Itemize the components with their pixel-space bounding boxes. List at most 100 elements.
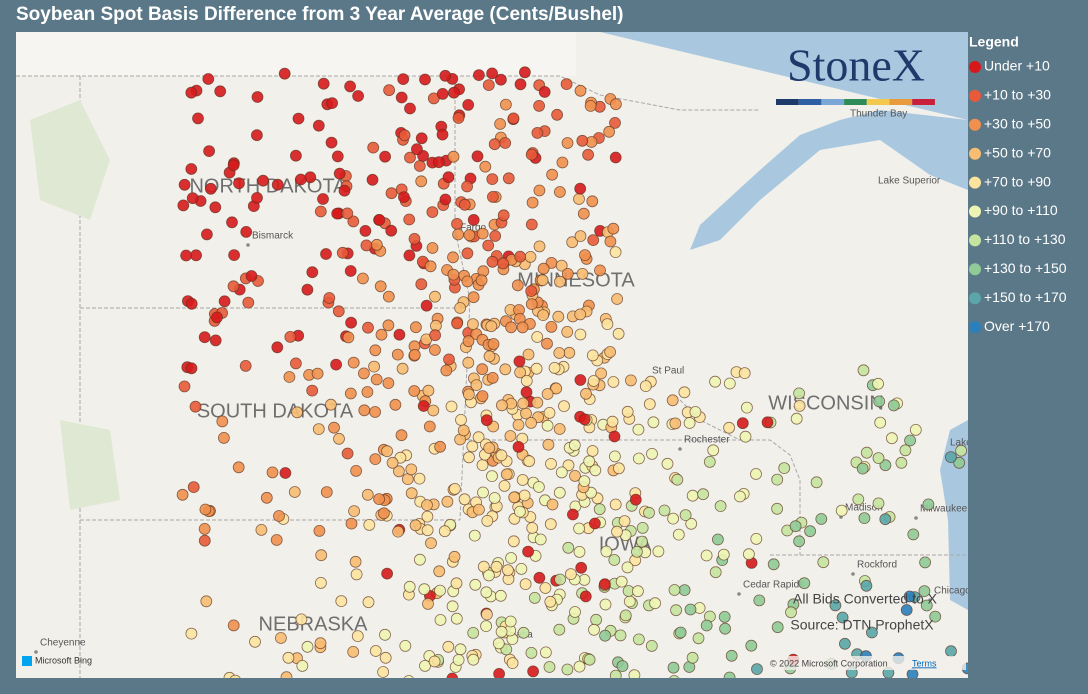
legend-label: +90 to +110	[984, 202, 1058, 218]
borders	[16, 75, 968, 678]
bid-dot	[344, 80, 357, 93]
legend-label: +30 to +50	[984, 116, 1051, 132]
bid-dot	[753, 594, 766, 607]
bid-dot	[497, 257, 509, 270]
bid-dot	[311, 367, 324, 380]
bid-dot	[345, 517, 358, 530]
bid-dot	[350, 464, 363, 477]
bid-dot	[458, 198, 471, 211]
terms-link[interactable]: Terms	[912, 658, 937, 668]
bid-dot	[471, 150, 484, 163]
bid-dot	[363, 519, 376, 531]
bid-dot	[438, 525, 451, 538]
bid-dot	[434, 440, 447, 453]
bid-dot	[369, 406, 382, 418]
map-note: All Bids Converted to X	[793, 591, 938, 607]
bid-dot	[512, 418, 525, 431]
bid-dot	[280, 671, 293, 678]
bid-dot	[368, 360, 381, 373]
bid-dot	[560, 78, 573, 90]
bid-dot	[232, 461, 245, 474]
bid-dot	[347, 356, 360, 369]
bid-dot	[610, 98, 622, 111]
bid-dot	[632, 423, 645, 436]
bid-dot	[369, 344, 382, 357]
bid-dot	[189, 400, 202, 413]
bid-dot	[397, 73, 410, 85]
bid-dot	[383, 84, 396, 97]
bid-dot	[470, 379, 483, 392]
bid-dot	[553, 423, 566, 435]
bid-dot	[428, 655, 441, 668]
bid-dot	[580, 387, 592, 400]
bid-dot	[533, 100, 545, 112]
bid-dot	[804, 525, 816, 538]
bid-dot	[328, 421, 340, 434]
bid-dot	[217, 431, 230, 444]
bid-dot	[604, 346, 616, 358]
bid-dot	[198, 534, 211, 547]
bid-dot	[347, 646, 360, 658]
bid-dot	[874, 416, 887, 429]
bid-dot	[421, 499, 433, 512]
legend-label: +150 to +170	[984, 289, 1067, 305]
bid-dot	[632, 585, 644, 598]
bid-dot	[669, 675, 680, 678]
bid-dot	[477, 560, 490, 573]
bid-dot	[533, 571, 546, 584]
bid-dot	[458, 493, 471, 506]
bid-dot	[667, 661, 680, 674]
bid-dot	[446, 672, 459, 678]
bid-dot	[462, 388, 475, 401]
bid-dot	[790, 412, 803, 425]
bid-dot	[537, 262, 550, 275]
canada	[16, 32, 576, 76]
logo-bar	[776, 99, 799, 105]
legend-label: +130 to +150	[984, 260, 1067, 276]
bid-dot	[434, 584, 446, 597]
bid-dot	[587, 234, 600, 247]
bid-dot	[249, 635, 261, 648]
bid-dot	[432, 156, 445, 169]
bid-dot	[599, 598, 612, 611]
bid-dot	[404, 102, 416, 115]
bid-dot	[499, 363, 512, 376]
bid-dot	[507, 112, 520, 125]
bid-dot	[341, 447, 354, 460]
bid-dot	[879, 513, 892, 526]
bid-dot	[389, 398, 402, 411]
bid-dot	[697, 488, 709, 501]
bid-dot	[556, 156, 569, 169]
bid-dot	[709, 566, 722, 579]
bid-dot	[421, 524, 434, 537]
bid-dot	[586, 195, 599, 208]
bid-dot	[590, 613, 602, 626]
copyright: © 2022 Microsoft Corporation	[770, 658, 888, 668]
bid-dot	[507, 535, 520, 548]
place-dot	[851, 572, 855, 576]
bid-dot	[361, 488, 374, 501]
bid-dot	[534, 533, 547, 546]
bid-dot	[504, 430, 517, 442]
bid-dot	[895, 456, 908, 469]
bid-dot	[685, 517, 698, 530]
bid-dot	[482, 239, 495, 252]
bid-dot	[621, 561, 634, 574]
map: NORTH DAKOTA SOUTH DAKOTA MINNESOTA WISC…	[16, 32, 968, 678]
bid-dot	[645, 640, 658, 652]
bid-dot	[410, 143, 423, 156]
bid-dot	[700, 549, 713, 562]
bid-dot	[526, 522, 539, 534]
bid-dot	[860, 579, 873, 592]
bid-dot	[583, 455, 596, 468]
bid-dot	[599, 578, 611, 591]
bid-dot	[515, 563, 528, 575]
bid-dot	[423, 420, 436, 433]
bid-dot	[751, 663, 763, 675]
bid-dot	[192, 112, 204, 125]
bid-dot	[528, 592, 541, 604]
bid-dot	[398, 129, 411, 142]
bid-dot	[815, 513, 828, 525]
bid-dot	[429, 329, 442, 342]
bid-dot	[180, 249, 193, 262]
